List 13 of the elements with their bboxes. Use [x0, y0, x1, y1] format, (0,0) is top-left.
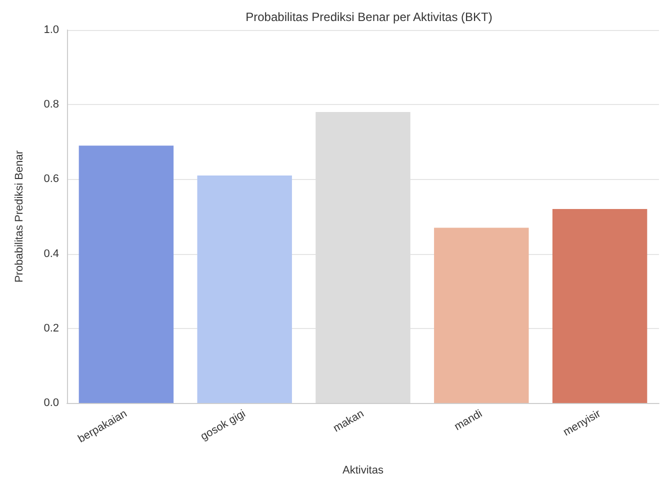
bar [552, 209, 648, 403]
chart-title: Probabilitas Prediksi Benar per Aktivitas (BKT) [246, 10, 492, 24]
y-tick-label: 0.8 [44, 98, 59, 111]
bar [78, 146, 174, 403]
y-tick-label: 0.0 [44, 397, 59, 409]
bar [434, 228, 529, 403]
y-axis-title: Probabilitas Prediksi Benar [14, 150, 26, 283]
y-tick-label: 0.2 [44, 322, 59, 334]
y-tick-label: 0.4 [44, 248, 59, 260]
bar [197, 175, 292, 403]
y-tick-label: 0.6 [44, 173, 59, 186]
x-axis-title: Aktivitas [342, 464, 384, 476]
y-tick-label: 1.0 [44, 24, 59, 36]
